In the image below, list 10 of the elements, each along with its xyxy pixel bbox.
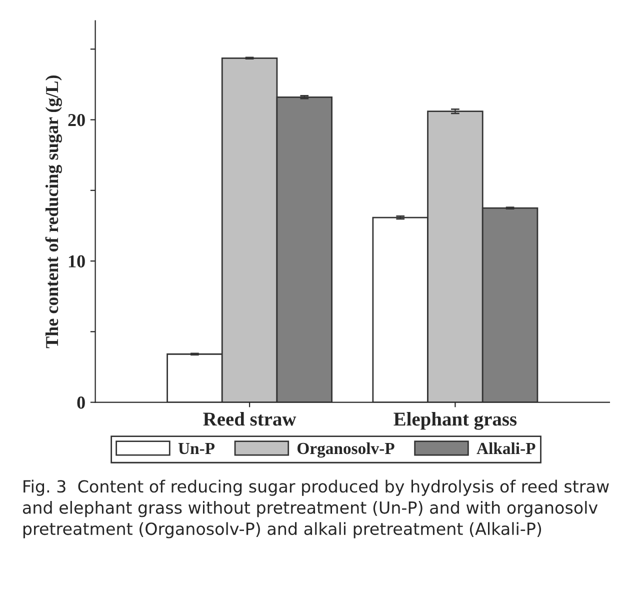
x-tick-label: Reed straw	[203, 412, 296, 426]
legend-label: Alkali-P	[476, 442, 536, 454]
legend-label: Un-P	[178, 443, 215, 454]
caption: Fig. 3 Content of reducing sugar produced by hydrolysis of reed straw and elephant grass without pretreatment (Un-P) and with organosolv pretreatment (Organosolv-P) and alkali pretreatment (Alkali-P)	[22, 480, 609, 538]
y-axis-title: The content of reducing sugar (g/L)	[45, 76, 62, 348]
y-tick-label: 0	[77, 396, 85, 409]
y-tick-label: 10	[68, 255, 85, 268]
x-tick-label: Elephant grass	[394, 412, 517, 430]
legend-label: Organosolv-P	[298, 442, 394, 458]
y-tick-label: 20	[68, 114, 85, 126]
